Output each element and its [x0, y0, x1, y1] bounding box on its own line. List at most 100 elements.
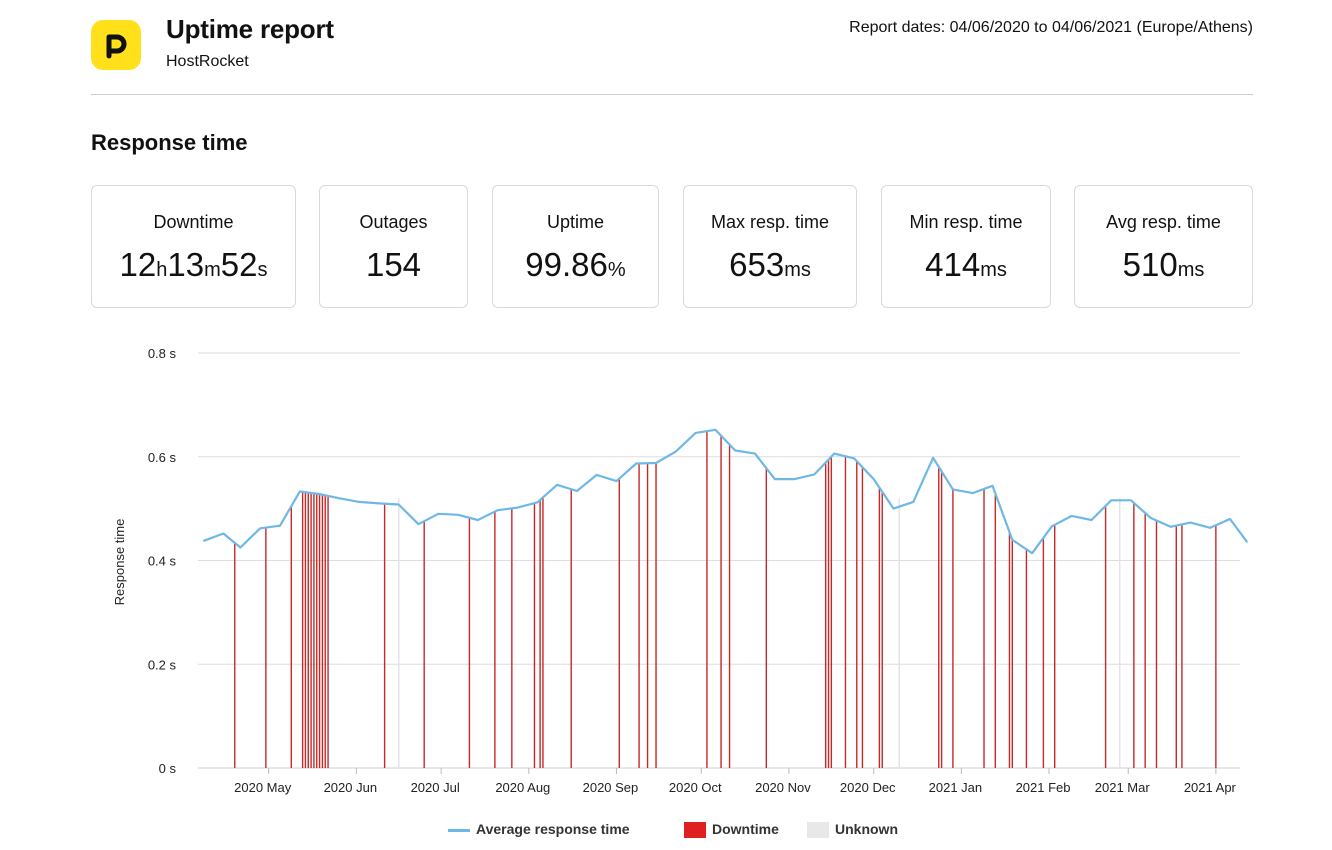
data-point: [318, 493, 321, 495]
x-tick-label: 2021 Apr: [1184, 780, 1237, 795]
report-title: Uptime report: [166, 14, 334, 44]
data-point: [239, 546, 242, 549]
data-point: [1011, 538, 1014, 541]
stat-card-max-resp: Max resp. time 653ms: [683, 185, 857, 308]
legend-line-swatch: [448, 828, 470, 832]
data-point: [202, 539, 205, 542]
x-tick-label: 2021 Jan: [929, 780, 983, 795]
data-point: [714, 428, 717, 431]
stat-card-downtime: Downtime 12h13m52s: [91, 185, 296, 308]
data-point: [932, 456, 934, 459]
data-point: [1130, 499, 1132, 502]
stat-label: Uptime: [546, 212, 604, 232]
stat-value: 154: [365, 246, 422, 283]
data-point: [1110, 499, 1113, 502]
data-point: [655, 462, 657, 464]
legend-label: Downtime: [712, 821, 779, 837]
data-point: [872, 478, 875, 480]
stat-label: Outages: [359, 212, 428, 232]
data-point: [338, 497, 341, 500]
stat-label: Downtime: [153, 212, 234, 232]
response-time-chart: 0 s 0.2 s 0.4 s 0.6 s 0.8 s 2020 May 2020 Jun 2…: [112, 346, 1248, 795]
data-point: [675, 450, 677, 453]
data-point: [222, 532, 225, 535]
data-point: [773, 478, 776, 480]
data-point: [892, 507, 895, 510]
y-tick-label: 0 s: [159, 761, 177, 776]
stat-card-min-resp: Min resp. time 414ms: [881, 185, 1051, 308]
y-tick-label: 0.8 s: [148, 346, 177, 361]
data-point: [378, 502, 380, 505]
data-point: [437, 513, 440, 515]
data-point: [477, 519, 479, 521]
data-point: [259, 527, 262, 530]
x-tick-label: 2021 Mar: [1095, 780, 1151, 795]
stat-label: Avg resp. time: [1106, 212, 1221, 232]
legend-unknown-swatch: [807, 822, 829, 839]
legend-item-line[interactable]: Average response time: [448, 820, 630, 838]
x-tick-label: 2020 Jul: [411, 780, 460, 795]
line-layer: [202, 428, 1248, 555]
data-point: [991, 485, 994, 487]
data-point: [754, 452, 756, 455]
header-divider: [91, 94, 1253, 95]
report-subtitle: HostRocket: [166, 53, 249, 70]
x-tick-label: 2020 Nov: [755, 780, 811, 795]
stat-value: 510ms: [1122, 246, 1205, 283]
data-point: [1246, 541, 1248, 543]
data-point: [1229, 518, 1231, 520]
data-point: [417, 523, 420, 525]
stat-label: Max resp. time: [710, 212, 830, 232]
stat-card-uptime: Uptime 99.86%: [492, 185, 659, 308]
x-tick-label: 2020 Jun: [324, 780, 378, 795]
section-title: Response time: [91, 130, 248, 155]
legend-item-unknown[interactable]: Unknown: [807, 820, 898, 839]
data-point: [1209, 527, 1212, 529]
data-point: [793, 478, 796, 480]
stat-value: 414ms: [925, 246, 1007, 283]
data-point: [952, 488, 954, 491]
stat-value: 12h13m52s: [119, 246, 268, 283]
data-point: [397, 503, 400, 506]
x-tick-label: 2020 Oct: [669, 780, 722, 795]
data-point: [912, 501, 915, 503]
data-point: [556, 483, 558, 486]
data-point: [694, 432, 697, 434]
x-tick-label: 2020 May: [234, 780, 292, 795]
x-tick-label: 2020 Sep: [583, 780, 639, 795]
app-logo: [91, 20, 141, 70]
stat-label: Min resp. time: [909, 212, 1023, 232]
data-point: [833, 452, 835, 455]
data-point: [1070, 515, 1073, 517]
legend-item-downtime[interactable]: Downtime: [684, 820, 779, 839]
data-point: [536, 501, 539, 504]
stat-value: 99.86%: [525, 246, 626, 283]
data-point: [1051, 525, 1053, 528]
y-tick-label: 0.6 s: [148, 450, 177, 465]
data-point: [576, 490, 578, 492]
data-point: [635, 462, 638, 465]
data-point: [496, 509, 499, 511]
y-axis-label: Response time: [112, 519, 127, 606]
x-tick-label: 2021 Feb: [1016, 780, 1071, 795]
series-line: [203, 428, 1248, 555]
logo-p-icon: [106, 34, 127, 59]
data-point: [595, 474, 598, 476]
downtime-bars-layer: [234, 431, 1217, 768]
y-tick-label: 0.2 s: [148, 657, 177, 672]
data-point: [853, 457, 855, 460]
data-point: [1031, 552, 1033, 555]
data-point: [615, 480, 618, 482]
legend-label: Unknown: [835, 821, 898, 837]
data-point: [1169, 525, 1172, 528]
report-dates: Report dates: 04/06/2020 to 04/06/2021 (…: [849, 19, 1253, 36]
data-point: [813, 473, 816, 476]
data-point: [734, 449, 737, 452]
legend-label: Average response time: [476, 821, 630, 837]
data-point: [1150, 517, 1152, 519]
stat-card-avg-resp: Avg resp. time 510ms: [1074, 185, 1253, 308]
data-point: [1090, 519, 1093, 521]
axis-layer: 0 s 0.2 s 0.4 s 0.6 s 0.8 s 2020 May 2020 Jun 2…: [148, 346, 1237, 795]
stat-value: 653ms: [729, 246, 811, 283]
data-point: [516, 506, 519, 509]
